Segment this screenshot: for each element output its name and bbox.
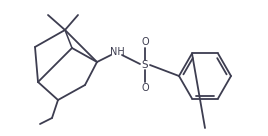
Text: S: S [142, 60, 148, 70]
Text: O: O [141, 83, 149, 93]
Text: NH: NH [110, 47, 124, 57]
Text: O: O [141, 37, 149, 47]
